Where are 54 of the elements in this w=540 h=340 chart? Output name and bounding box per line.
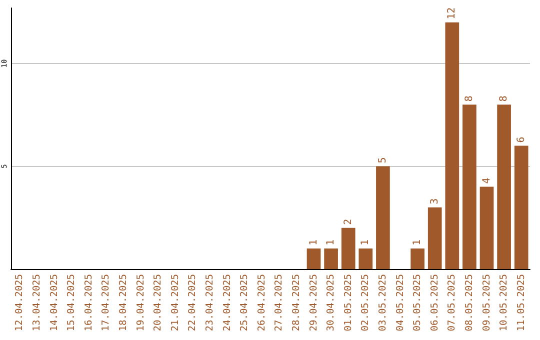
x-tick-label: 22.04.2025	[187, 274, 198, 332]
x-tick-label: 27.04.2025	[274, 274, 285, 332]
data-label: 12	[446, 7, 458, 20]
bar	[514, 146, 528, 269]
data-label: 4	[481, 178, 492, 184]
x-tick-label: 11.05.2025	[516, 274, 527, 332]
bar	[428, 207, 442, 269]
x-tick-label: 20.04.2025	[152, 274, 164, 332]
x-tick-label: 28.04.2025	[290, 274, 302, 332]
x-tick-label: 05.05.2025	[412, 274, 424, 332]
data-label: 1	[360, 239, 372, 246]
x-tick-label: 15.04.2025	[66, 274, 78, 332]
bar	[376, 166, 390, 269]
data-label: 6	[516, 136, 527, 143]
bar	[324, 248, 338, 269]
bar	[306, 248, 321, 269]
x-tick-label: 12.04.2025	[14, 274, 26, 332]
x-tick-label: 21.04.2025	[170, 274, 181, 332]
x-tick-label: 26.04.2025	[256, 274, 268, 332]
x-tick-label: 18.04.2025	[118, 274, 129, 332]
data-label: 3	[429, 198, 440, 204]
data-label: 2	[342, 218, 354, 225]
x-tick-label: 14.04.2025	[48, 274, 60, 332]
data-label: 1	[412, 239, 424, 246]
x-tick-label: 01.05.2025	[342, 274, 354, 332]
bar	[462, 104, 476, 269]
x-tick-label: 29.04.2025	[308, 274, 320, 332]
x-tick-label: 16.04.2025	[83, 274, 94, 332]
x-tick-label: 23.04.2025	[204, 274, 216, 332]
x-tick-label: 06.05.2025	[429, 274, 440, 332]
x-tick-label: 08.05.2025	[464, 274, 475, 332]
x-tick-label: 02.05.2025	[360, 274, 372, 332]
bar	[410, 248, 424, 269]
x-tick-label: 17.04.2025	[100, 274, 112, 332]
x-tick-label: 09.05.2025	[481, 274, 492, 332]
bar	[497, 104, 511, 269]
data-label: 1	[326, 239, 337, 246]
bar	[341, 228, 356, 269]
x-tick-label: 07.05.2025	[446, 274, 458, 332]
x-tick-label: 10.05.2025	[498, 274, 510, 332]
data-label: 5	[377, 157, 388, 164]
data-label: 1	[308, 239, 320, 246]
x-tick-label: 04.05.2025	[394, 274, 406, 332]
x-tick-label: 25.04.2025	[239, 274, 250, 332]
x-tick-label: 13.04.2025	[31, 274, 42, 332]
bar	[480, 186, 494, 269]
x-tick-label: 19.04.2025	[135, 274, 146, 332]
bar	[358, 248, 373, 269]
data-label: 8	[498, 96, 510, 102]
x-tick-label: 30.04.2025	[326, 274, 337, 332]
x-tick-label: 24.04.2025	[222, 274, 233, 332]
bar	[445, 22, 460, 269]
data-label: 8	[464, 96, 475, 102]
x-tick-label: 03.05.2025	[377, 274, 388, 332]
